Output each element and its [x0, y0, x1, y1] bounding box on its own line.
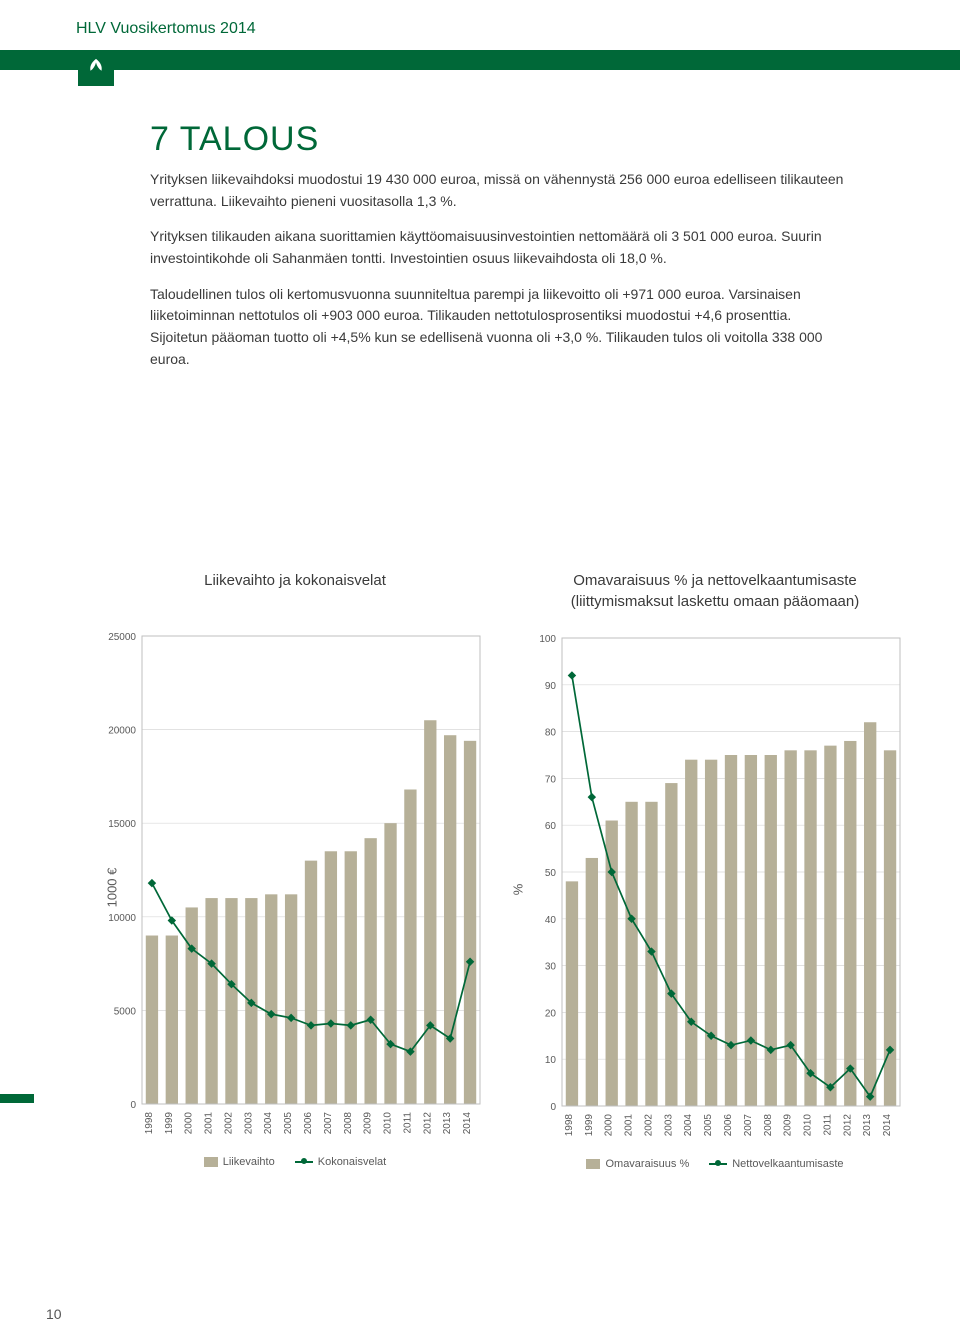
legend-box-icon [586, 1159, 600, 1169]
svg-text:2014: 2014 [462, 1112, 473, 1135]
chart-1-ylabel: 1000 € [104, 868, 119, 908]
svg-text:30: 30 [545, 962, 557, 973]
paragraph-2: Yrityksen tilikauden aikana suorittamien… [150, 226, 850, 269]
svg-text:2005: 2005 [703, 1114, 714, 1137]
section-title: 7 TALOUS [150, 120, 850, 159]
charts-row: Liikevaihto ja kokonaisvelat 1000 € 0500… [100, 570, 900, 1170]
svg-text:2010: 2010 [383, 1112, 394, 1135]
svg-text:1999: 1999 [584, 1114, 595, 1137]
chart-1-title: Liikevaihto ja kokonaisvelat [100, 570, 490, 610]
svg-text:2008: 2008 [343, 1112, 354, 1135]
svg-text:2009: 2009 [363, 1112, 374, 1135]
legend-label: Liikevaihto [223, 1156, 275, 1168]
svg-text:20: 20 [545, 1008, 557, 1019]
svg-text:1999: 1999 [164, 1112, 175, 1135]
legend-omavaraisuus: Omavaraisuus % [586, 1158, 689, 1170]
chart-1: Liikevaihto ja kokonaisvelat 1000 € 0 500… [100, 570, 490, 1170]
legend-nettovelkaantumisaste: Nettovelkaantumisaste [709, 1158, 843, 1170]
leaf-icon [78, 50, 114, 86]
svg-text:60: 60 [545, 821, 557, 832]
paragraph-1: Yrityksen liikevaihdoksi muodostui 19 43… [150, 169, 850, 212]
svg-text:15000: 15000 [108, 819, 136, 830]
page-number: 10 [46, 1306, 62, 1322]
svg-text:2004: 2004 [263, 1112, 274, 1135]
legend-label: Nettovelkaantumisaste [732, 1158, 843, 1170]
legend-label: Kokonaisvelat [318, 1156, 387, 1168]
svg-text:0: 0 [130, 1100, 136, 1111]
svg-text:80: 80 [545, 728, 557, 739]
svg-text:2003: 2003 [663, 1114, 674, 1137]
svg-text:1998: 1998 [144, 1112, 155, 1135]
svg-text:2008: 2008 [763, 1114, 774, 1137]
legend-label: Omavaraisuus % [605, 1158, 689, 1170]
svg-text:2001: 2001 [624, 1114, 635, 1137]
svg-text:2004: 2004 [683, 1114, 694, 1137]
chart-1-svg: 0 5000 10000 15000 20000 25000 1998 1999 2000 200… [100, 630, 490, 1150]
svg-text:50: 50 [545, 868, 557, 879]
svg-text:25000: 25000 [108, 632, 136, 643]
svg-text:2011: 2011 [822, 1114, 833, 1136]
svg-text:70: 70 [545, 774, 557, 785]
svg-text:2007: 2007 [743, 1114, 754, 1137]
svg-text:2006: 2006 [303, 1112, 314, 1135]
svg-text:2010: 2010 [803, 1114, 814, 1137]
svg-text:2002: 2002 [223, 1112, 234, 1135]
legend-box-icon [204, 1157, 218, 1167]
svg-text:2000: 2000 [184, 1112, 195, 1135]
svg-text:100: 100 [539, 634, 556, 645]
legend-liikevaihto: Liikevaihto [204, 1156, 275, 1168]
left-strip [0, 1094, 34, 1103]
svg-text:2002: 2002 [643, 1114, 654, 1137]
svg-text:2000: 2000 [604, 1114, 615, 1137]
paragraph-3: Taloudellinen tulos oli kertomusvuonna s… [150, 284, 850, 371]
chart-2-title: Omavaraisuus % ja nettovelkaantumisaste … [520, 570, 910, 612]
svg-text:10: 10 [545, 1055, 557, 1066]
chart-2-svg: 0 10 20 30 40 50 60 70 80 90 100 1998 1999 2000 2001 20… [520, 632, 910, 1152]
svg-text:0: 0 [550, 1102, 556, 1113]
main-content: 7 TALOUS Yrityksen liikevaihdoksi muodos… [150, 120, 850, 385]
svg-text:5000: 5000 [114, 1006, 137, 1017]
svg-text:2013: 2013 [442, 1112, 453, 1135]
legend-kokonaisvelat: Kokonaisvelat [295, 1156, 387, 1168]
svg-text:2006: 2006 [723, 1114, 734, 1137]
svg-text:2012: 2012 [422, 1112, 433, 1135]
chart-2-legend: Omavaraisuus % Nettovelkaantumisaste [520, 1158, 910, 1170]
svg-text:2005: 2005 [283, 1112, 294, 1135]
chart-2: Omavaraisuus % ja nettovelkaantumisaste … [520, 570, 910, 1170]
svg-text:2007: 2007 [323, 1112, 334, 1135]
svg-text:40: 40 [545, 915, 557, 926]
svg-text:2014: 2014 [882, 1114, 893, 1137]
svg-text:2003: 2003 [243, 1112, 254, 1135]
svg-text:1998: 1998 [564, 1114, 575, 1137]
header-text: HLV Vuosikertomus 2014 [76, 20, 256, 38]
legend-line-icon [295, 1161, 313, 1163]
svg-text:2001: 2001 [204, 1112, 215, 1135]
header-bar [0, 50, 960, 70]
svg-text:2009: 2009 [783, 1114, 794, 1137]
chart-2-ylabel: % [510, 884, 525, 896]
svg-text:2011: 2011 [402, 1112, 413, 1134]
svg-text:2012: 2012 [842, 1114, 853, 1137]
svg-text:90: 90 [545, 681, 557, 692]
svg-text:2013: 2013 [862, 1114, 873, 1137]
svg-text:10000: 10000 [108, 913, 136, 924]
svg-text:20000: 20000 [108, 726, 136, 737]
chart-1-legend: Liikevaihto Kokonaisvelat [100, 1156, 490, 1168]
legend-line-icon [709, 1163, 727, 1165]
